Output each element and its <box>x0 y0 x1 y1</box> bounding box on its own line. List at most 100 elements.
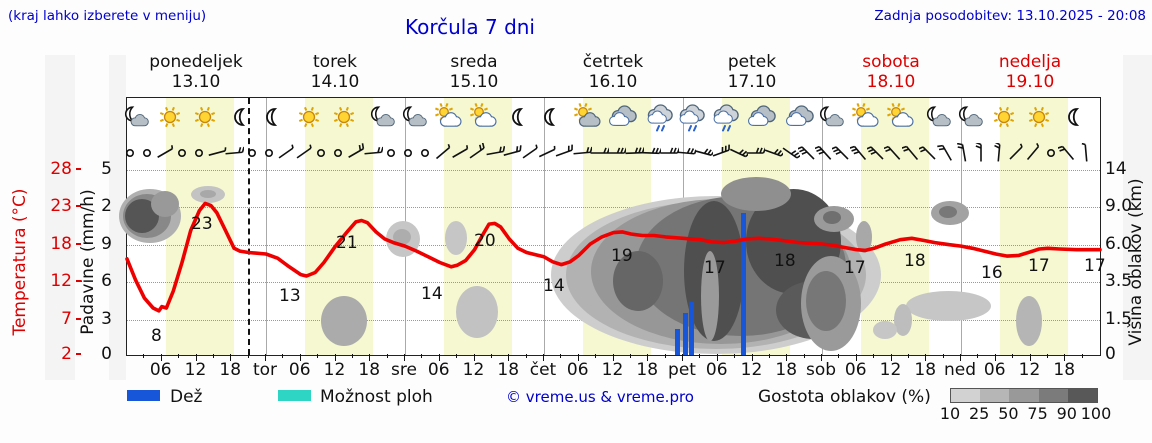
wind-barb <box>832 143 852 163</box>
x-tick-mark <box>734 354 736 358</box>
x-tick-mark <box>508 354 510 361</box>
wind-barb <box>294 143 314 163</box>
wind-barb <box>797 143 818 163</box>
wind-barb <box>954 143 974 163</box>
cloud-blob <box>200 190 216 198</box>
x-tick-mark <box>212 354 214 358</box>
temp-value-label: 14 <box>543 276 565 296</box>
copyright-link[interactable]: © vreme.us & vreme.pro <box>506 388 694 406</box>
wind-barb <box>346 143 366 163</box>
wind-barb <box>276 143 296 163</box>
x-tick-mark <box>178 354 180 358</box>
temp-tick-mark <box>76 205 81 207</box>
wind-barb <box>849 143 870 163</box>
wind-barb <box>1006 143 1026 163</box>
day-date: 15.10 <box>449 72 499 92</box>
weather-icon-moon_cloud <box>118 101 154 133</box>
x-tick-mark <box>230 354 232 361</box>
x-hour-label: 18 <box>1053 360 1076 380</box>
cloud-density-label: Gostota oblakov (%) <box>758 387 931 407</box>
plot-area: 8 23 13 21 14 20 14 19 17 18 17 18 16 17 17 <box>119 97 1106 356</box>
temp-value-label: 13 <box>279 286 301 306</box>
x-hour-label: 06 <box>844 360 867 380</box>
temp-value-label: 19 <box>611 246 633 266</box>
precip-tick: 5 <box>101 159 112 179</box>
density-segment <box>1067 389 1098 402</box>
x-tick-mark <box>629 354 631 358</box>
x-hour-label: 06 <box>566 360 589 380</box>
temp-value-label: 18 <box>774 251 796 271</box>
weather-icon-moon_cloud <box>920 101 956 133</box>
wind-barb <box>989 143 1009 163</box>
density-segment <box>1009 389 1039 402</box>
cloudheight-tick: 3.5 <box>1105 271 1133 291</box>
weather-icon-moon <box>257 101 293 133</box>
x-tick-mark <box>960 354 961 361</box>
x-tick-mark <box>456 354 458 358</box>
x-hour-label: 12 <box>740 360 763 380</box>
day-header: sreda 15.10 <box>404 52 544 92</box>
x-hour-label: 06 <box>149 360 172 380</box>
temp-value-label: 17 <box>704 258 726 278</box>
x-day-abbr: pet <box>668 360 696 380</box>
cloud-blob <box>806 271 846 331</box>
menu-hint: (kraj lahko izberete v meniju) <box>8 8 207 24</box>
rain-bar <box>683 313 689 355</box>
x-day-abbr: sre <box>391 360 417 380</box>
x-tick-mark <box>299 354 301 361</box>
x-tick-mark <box>1064 354 1066 361</box>
temp-value-label: 21 <box>336 233 358 253</box>
weather-icon-sun <box>291 101 327 133</box>
wind-barb <box>259 143 279 163</box>
wind-barb <box>711 143 731 163</box>
wind-barb <box>728 143 749 163</box>
day-header: torek 14.10 <box>265 52 405 92</box>
weather-icon-sun_cloud <box>465 101 501 133</box>
x-tick-mark <box>925 354 927 361</box>
day-separator-line <box>266 98 267 355</box>
cloud-blob <box>151 191 179 217</box>
wind-barb <box>311 143 331 163</box>
x-tick-mark <box>334 354 336 361</box>
density-tick-label: 75 <box>1027 404 1048 423</box>
cloud-density-scale <box>950 388 1098 403</box>
x-tick-mark <box>786 354 788 361</box>
day-header: ponedeljek 13.10 <box>126 52 266 92</box>
cloudheight-tick: 6.0 <box>1105 234 1133 254</box>
day-date: 17.10 <box>727 72 777 92</box>
density-tick-label: 10 <box>939 404 961 423</box>
x-hour-label: 06 <box>983 360 1006 380</box>
day-date: 14.10 <box>310 72 360 92</box>
axis-bg-strip-right <box>1123 55 1152 380</box>
wind-barb <box>884 143 904 163</box>
wind-barb <box>919 143 939 163</box>
wind-barb <box>867 143 887 163</box>
x-tick-mark <box>160 354 162 361</box>
x-tick-mark <box>543 354 544 361</box>
x-hour-label: 18 <box>914 360 937 380</box>
x-tick-mark <box>421 354 423 358</box>
rain-legend-label: Dež <box>170 387 203 407</box>
wind-barb <box>589 143 610 163</box>
temp-tick: 2 <box>61 344 72 364</box>
cloudheight-axis-title: Višina oblakov (km) <box>1126 178 1146 346</box>
wind-barb <box>328 143 348 163</box>
x-hour-label: 18 <box>497 360 520 380</box>
cloudheight-tick: 14 <box>1105 159 1127 179</box>
wind-barb <box>763 143 783 163</box>
x-tick-mark <box>1046 354 1048 358</box>
temp-value-label: 17 <box>1084 256 1106 276</box>
x-tick-mark <box>682 354 683 361</box>
wind-barb <box>172 143 192 163</box>
wind-barb <box>537 143 557 163</box>
x-hour-label: 06 <box>288 360 311 380</box>
day-name: nedelja <box>998 52 1062 72</box>
wind-barb <box>363 143 384 163</box>
weather-icon-moon <box>503 101 539 133</box>
weather-icon-moon_cloud <box>813 101 849 133</box>
wind-barb <box>137 143 157 163</box>
cloud-blob <box>894 304 912 336</box>
wind-barb <box>693 143 714 163</box>
x-tick-mark <box>1029 354 1031 361</box>
temp-value-label: 18 <box>904 251 926 271</box>
